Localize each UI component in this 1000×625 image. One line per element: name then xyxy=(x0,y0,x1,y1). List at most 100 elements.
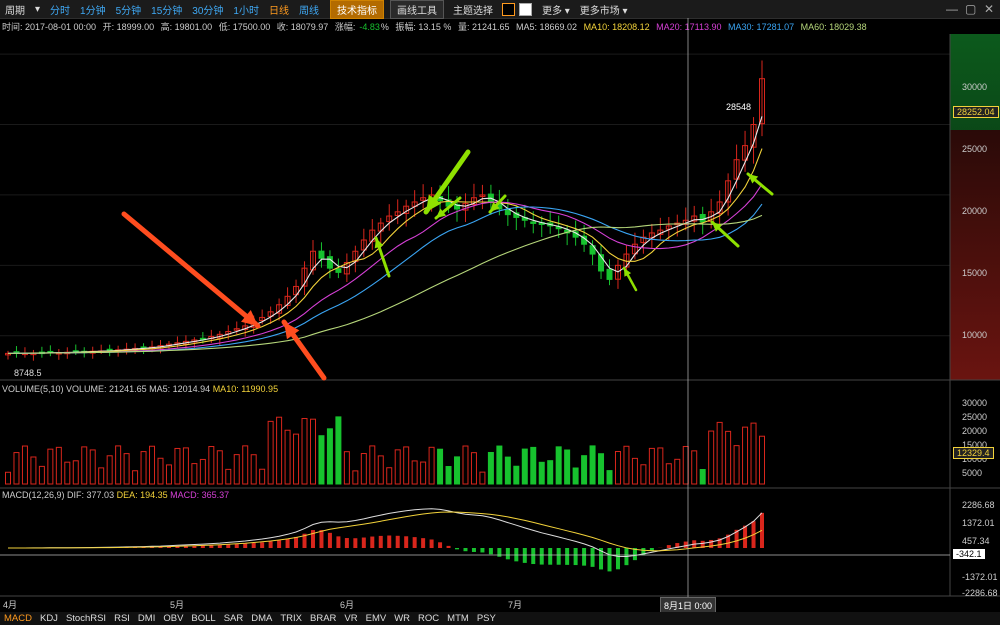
macd-bar xyxy=(726,534,731,548)
candle-body xyxy=(606,268,613,280)
theme-dark-swatch[interactable] xyxy=(501,2,515,16)
tech-indicator-button[interactable]: 技术指标 xyxy=(329,0,384,19)
info-amplitude: 振幅: 13.15 % xyxy=(395,22,452,32)
tab-brar[interactable]: BRAR xyxy=(310,613,337,624)
tab-roc[interactable]: ROC xyxy=(418,613,440,624)
tab-psy[interactable]: PSY xyxy=(476,613,496,624)
vol-tick-20000: 20000 xyxy=(962,426,988,436)
macd-bar xyxy=(243,543,248,548)
green-arrow-large-head xyxy=(426,194,442,212)
macd-bar xyxy=(599,548,604,570)
macd-tick-1: 2286.68 xyxy=(962,500,995,510)
volume-bar xyxy=(352,470,359,485)
info-open: 开: 18999.00 xyxy=(102,22,155,32)
tab-rsi[interactable]: RSI xyxy=(114,613,130,624)
volume-bar xyxy=(564,449,571,485)
macd-bar xyxy=(209,545,214,548)
candle-body xyxy=(504,208,511,216)
green-arrow-head xyxy=(490,201,500,212)
more-markets-menu[interactable]: 更多市场 ▾ xyxy=(579,5,628,17)
macd-bar xyxy=(175,546,180,548)
macd-bar xyxy=(717,538,722,548)
kline-chart[interactable] xyxy=(0,0,1000,612)
candle-body xyxy=(309,250,316,271)
volume-bar xyxy=(293,433,300,485)
info-high: 高: 19801.00 xyxy=(160,22,213,32)
tab-vr[interactable]: VR xyxy=(344,613,358,624)
period-fenshi[interactable]: 分时 xyxy=(50,5,71,17)
volume-bar xyxy=(759,435,765,485)
ohlc-info-bar: 时间: 2017-08-01 00:00 开: 18999.00 高: 1980… xyxy=(2,20,871,33)
candle-body xyxy=(742,145,749,161)
period-15min[interactable]: 15分钟 xyxy=(151,5,183,17)
info-change-unit: % xyxy=(380,22,389,32)
macd-bar xyxy=(277,540,282,548)
macd-bar xyxy=(505,548,510,560)
volume-bar xyxy=(5,471,11,485)
volume-bar xyxy=(496,445,503,485)
green-arrow-head xyxy=(712,222,723,232)
price-axis-bg-lower xyxy=(950,130,1000,380)
volume-bar xyxy=(623,445,630,485)
period-5min[interactable]: 5分钟 xyxy=(115,5,142,17)
close-icon[interactable]: ✕ xyxy=(984,2,995,16)
more-menu[interactable]: 更多 ▾ xyxy=(541,5,570,17)
volume-bar xyxy=(216,450,223,485)
tab-emv[interactable]: EMV xyxy=(365,613,387,624)
volume-bar xyxy=(403,446,410,485)
macd-bar xyxy=(378,535,383,548)
volume-bar xyxy=(208,446,215,485)
minimize-icon[interactable]: — xyxy=(946,2,958,16)
volume-bar xyxy=(377,455,384,485)
tab-boll[interactable]: BOLL xyxy=(191,613,216,624)
high-label: 28548 xyxy=(726,102,752,112)
tab-obv[interactable]: OBV xyxy=(163,613,184,624)
period-dropdown-icon[interactable]: ▾ xyxy=(35,3,41,15)
macd-bar xyxy=(743,525,748,548)
volume-bar xyxy=(259,468,266,485)
candle-body xyxy=(360,239,367,251)
period-weekly[interactable]: 周线 xyxy=(298,5,319,17)
volume-bar xyxy=(182,447,189,485)
tab-mtm[interactable]: MTM xyxy=(447,613,469,624)
volume-bar xyxy=(242,445,249,485)
macd-tick-3: 457.34 xyxy=(962,536,990,546)
macd-bar xyxy=(615,548,620,570)
maximize-icon[interactable]: ▢ xyxy=(965,2,977,16)
theme-light-swatch[interactable] xyxy=(518,2,532,16)
volume-bar xyxy=(606,470,613,485)
macd-bar xyxy=(234,544,239,548)
macd-bar xyxy=(497,548,502,557)
green-arrow-head xyxy=(624,268,632,277)
volume-bar xyxy=(547,460,554,485)
period-1hour[interactable]: 1小时 xyxy=(233,5,259,17)
tab-kdj[interactable]: KDJ xyxy=(39,613,58,624)
volume-panel-title: VOLUME(5,10) VOLUME: 21241.65 MA5: 12014… xyxy=(2,384,278,394)
tab-stochrsi[interactable]: StochRSI xyxy=(65,613,107,624)
tab-dmi[interactable]: DMI xyxy=(137,613,156,624)
volume-bar xyxy=(691,450,698,485)
tab-dma[interactable]: DMA xyxy=(251,613,273,624)
volume-tag: 12329.4 xyxy=(953,447,994,459)
tab-trix[interactable]: TRIX xyxy=(280,613,303,624)
period-daily[interactable]: 日线 xyxy=(268,5,289,17)
period-label[interactable]: 周期 xyxy=(5,5,25,17)
candle-body xyxy=(386,215,393,223)
volume-bar xyxy=(106,455,113,485)
volume-bar xyxy=(555,446,562,485)
volume-bar xyxy=(530,446,537,485)
volume-value: VOLUME: 21241.65 xyxy=(66,384,147,394)
tab-wr[interactable]: WR xyxy=(394,613,411,624)
volume-bar xyxy=(174,447,181,485)
draw-tools-button[interactable]: 画线工具 xyxy=(389,0,444,19)
period-1min[interactable]: 1分钟 xyxy=(80,5,106,17)
macd-bar xyxy=(531,548,536,565)
macd-dif-line xyxy=(8,508,763,558)
ma60-line xyxy=(7,214,763,354)
tab-sar[interactable]: SAR xyxy=(223,613,244,624)
tab-macd[interactable]: MACD xyxy=(4,613,32,624)
period-30min[interactable]: 30分钟 xyxy=(192,5,224,17)
macd-bar xyxy=(632,548,637,561)
more-markets-label: 更多市场 xyxy=(579,5,620,17)
volume-bar xyxy=(132,470,139,485)
